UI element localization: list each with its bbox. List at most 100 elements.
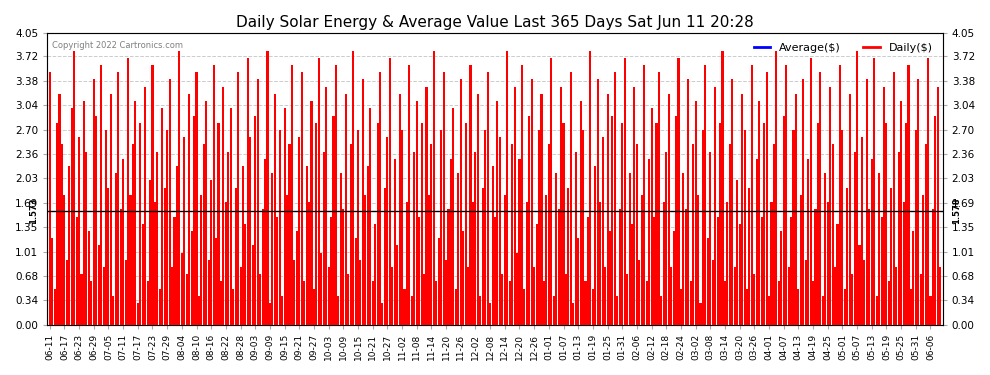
Bar	[547, 144, 549, 325]
Bar	[697, 195, 699, 325]
Bar	[842, 130, 843, 325]
Bar	[856, 51, 858, 325]
Bar	[198, 296, 200, 325]
Bar	[626, 274, 628, 325]
Bar	[714, 87, 716, 325]
Bar	[338, 296, 340, 325]
Bar	[115, 173, 117, 325]
Bar	[719, 123, 721, 325]
Bar	[895, 267, 897, 325]
Bar	[80, 274, 82, 325]
Bar	[765, 72, 767, 325]
Bar	[384, 188, 386, 325]
Bar	[296, 231, 298, 325]
Bar	[281, 296, 283, 325]
Bar	[541, 94, 543, 325]
Legend: Average($), Daily($): Average($), Daily($)	[749, 38, 938, 57]
Bar	[509, 282, 511, 325]
Bar	[900, 101, 902, 325]
Bar	[672, 231, 674, 325]
Bar	[335, 65, 337, 325]
Bar	[247, 58, 248, 325]
Bar	[120, 209, 122, 325]
Bar	[254, 116, 256, 325]
Bar	[917, 80, 920, 325]
Bar	[712, 260, 714, 325]
Bar	[416, 101, 418, 325]
Bar	[680, 289, 682, 325]
Bar	[550, 58, 552, 325]
Bar	[240, 267, 242, 325]
Bar	[543, 282, 545, 325]
Bar	[413, 152, 415, 325]
Bar	[624, 58, 626, 325]
Bar	[163, 188, 165, 325]
Bar	[521, 65, 523, 325]
Bar	[614, 72, 616, 325]
Bar	[650, 108, 652, 325]
Bar	[584, 282, 586, 325]
Bar	[582, 130, 584, 325]
Bar	[213, 65, 215, 325]
Bar	[788, 267, 790, 325]
Bar	[920, 274, 922, 325]
Bar	[552, 296, 554, 325]
Bar	[565, 274, 567, 325]
Bar	[491, 166, 494, 325]
Bar	[311, 101, 313, 325]
Bar	[352, 51, 354, 325]
Bar	[408, 65, 411, 325]
Bar	[567, 188, 569, 325]
Bar	[729, 144, 731, 325]
Bar	[499, 137, 501, 325]
Bar	[830, 87, 832, 325]
Bar	[366, 166, 369, 325]
Bar	[675, 116, 677, 325]
Bar	[898, 152, 900, 325]
Bar	[208, 260, 210, 325]
Bar	[122, 159, 124, 325]
Bar	[526, 202, 528, 325]
Bar	[940, 267, 941, 325]
Bar	[421, 123, 423, 325]
Bar	[454, 289, 457, 325]
Bar	[612, 116, 614, 325]
Bar	[496, 101, 499, 325]
Bar	[328, 267, 330, 325]
Bar	[58, 94, 60, 325]
Bar	[449, 159, 452, 325]
Bar	[851, 274, 853, 325]
Bar	[636, 144, 638, 325]
Bar	[381, 303, 383, 325]
Bar	[930, 296, 932, 325]
Bar	[228, 152, 230, 325]
Bar	[183, 137, 185, 325]
Bar	[178, 51, 180, 325]
Bar	[127, 58, 129, 325]
Bar	[732, 80, 734, 325]
Bar	[153, 202, 156, 325]
Bar	[692, 144, 694, 325]
Bar	[665, 152, 667, 325]
Bar	[594, 166, 596, 325]
Bar	[734, 267, 736, 325]
Bar	[345, 94, 346, 325]
Bar	[225, 202, 227, 325]
Bar	[286, 195, 288, 325]
Bar	[191, 231, 193, 325]
Bar	[648, 159, 650, 325]
Bar	[724, 282, 726, 325]
Bar	[910, 289, 912, 325]
Bar	[753, 274, 755, 325]
Bar	[298, 137, 300, 325]
Bar	[655, 123, 657, 325]
Bar	[770, 202, 772, 325]
Bar	[700, 303, 702, 325]
Bar	[667, 94, 670, 325]
Bar	[531, 80, 533, 325]
Bar	[173, 216, 175, 325]
Bar	[577, 238, 579, 325]
Bar	[83, 101, 85, 325]
Bar	[927, 58, 929, 325]
Bar	[658, 72, 660, 325]
